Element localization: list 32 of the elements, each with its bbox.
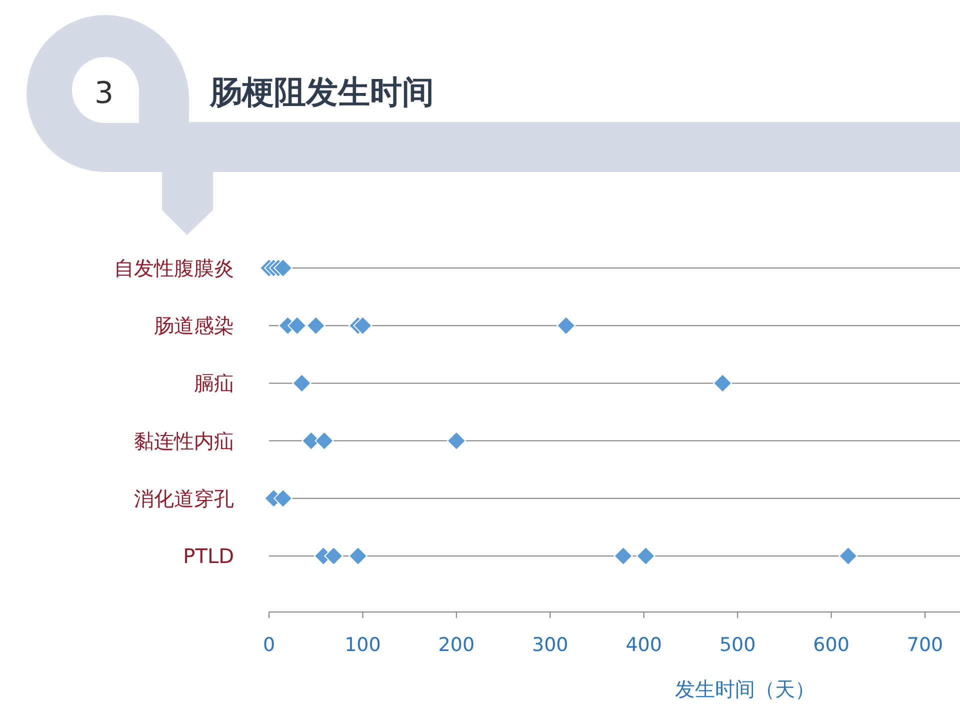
point <box>324 546 344 566</box>
x-tick-label: 400 <box>626 634 662 656</box>
point <box>292 374 312 393</box>
point <box>288 316 307 336</box>
point <box>614 546 633 566</box>
point <box>314 431 334 450</box>
y-tick-label: 膈疝 <box>194 371 234 396</box>
y-tick-label: PTLD <box>183 544 234 568</box>
point <box>274 258 293 278</box>
y-tick-label: 消化道穿孔 <box>134 486 234 510</box>
point <box>353 316 372 336</box>
x-tick-label: 100 <box>344 634 381 656</box>
text: 3 <box>94 76 114 111</box>
x-tick-label: 200 <box>438 634 475 656</box>
point <box>838 546 858 566</box>
point <box>274 488 293 508</box>
x-tick-label: 0 <box>262 634 276 656</box>
x-tick-label: 500 <box>719 634 756 656</box>
point <box>348 546 368 566</box>
x-tick-label: 700 <box>906 634 944 656</box>
point <box>306 316 326 336</box>
x-tick-label: 600 <box>813 634 850 656</box>
y-tick-label: 自发性腹膜炎 <box>114 256 234 280</box>
point <box>636 546 656 566</box>
x-tick-label: 300 <box>532 634 568 656</box>
x-axis-title: 发生时间（天） <box>675 677 815 701</box>
y-tick-label: 肠道感染 <box>154 314 234 338</box>
point <box>446 431 466 450</box>
chart-title: 肠梗阻发生时间 <box>209 73 434 111</box>
y-tick-label: 黏连性内疝 <box>134 428 234 453</box>
point <box>556 316 576 336</box>
point <box>713 374 732 393</box>
